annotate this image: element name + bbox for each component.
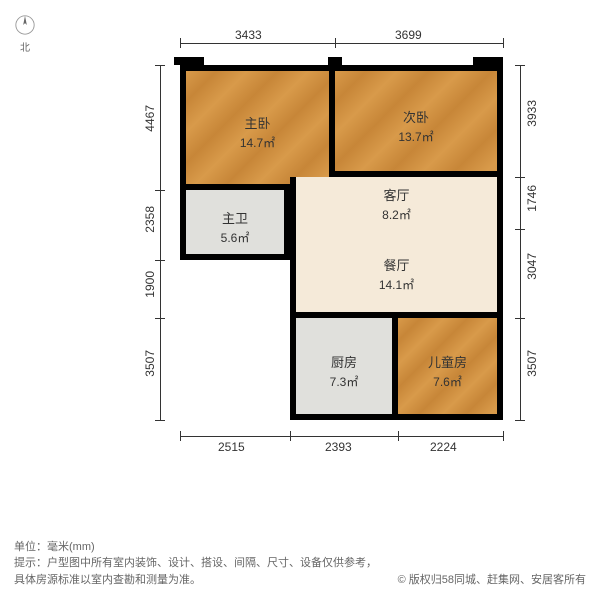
dim-tick <box>180 38 181 48</box>
room-label: 主卫 5.6㎡ <box>186 208 284 246</box>
footer-note: 提示：户型图中所有室内装饰、设计、搭设、间隔、尺寸、设备仅供参考， <box>14 555 586 572</box>
dim-line <box>180 436 503 437</box>
dim-line <box>180 43 503 44</box>
dim-line <box>160 65 161 420</box>
room-label: 主卧 14.7㎡ <box>186 113 329 151</box>
room-name: 次卧 <box>403 110 429 125</box>
dim-r-1: 3933 <box>525 100 539 127</box>
room-bathroom: 主卫 5.6㎡ <box>180 190 290 260</box>
room-child: 儿童房 7.6㎡ <box>398 318 503 420</box>
floor-plan: 主卧 14.7㎡ 次卧 13.7㎡ 主卫 5.6㎡ 客厅 8.2㎡ 餐厅 14.… <box>160 60 500 500</box>
dim-l-1: 4467 <box>143 105 157 132</box>
dining-label: 餐厅 14.1㎡ <box>296 255 497 293</box>
dim-tick <box>515 318 525 319</box>
dim-tick <box>515 177 525 178</box>
dim-tick <box>503 431 504 441</box>
room-name: 餐厅 <box>383 258 409 273</box>
dim-tick <box>503 38 504 48</box>
room-area: 14.7㎡ <box>186 134 329 151</box>
room-label: 次卧 13.7㎡ <box>335 107 497 145</box>
wall-bump <box>473 57 503 65</box>
dim-top-1: 3433 <box>235 28 262 42</box>
dim-tick <box>155 65 165 66</box>
dim-l-3: 1900 <box>143 271 157 298</box>
living-label: 客厅 8.2㎡ <box>296 185 497 223</box>
dim-tick <box>155 260 165 261</box>
room-area: 7.6㎡ <box>398 373 497 390</box>
room-second-bedroom: 次卧 13.7㎡ <box>335 65 503 177</box>
dim-r-4: 3507 <box>525 350 539 377</box>
dim-tick <box>515 229 525 230</box>
room-name: 客厅 <box>383 188 409 203</box>
room-name: 厨房 <box>331 355 357 370</box>
dim-tick <box>180 431 181 441</box>
dim-bot-2: 2393 <box>325 440 352 454</box>
dim-l-2: 2358 <box>143 206 157 233</box>
room-name: 主卫 <box>222 211 248 226</box>
dim-bot-1: 2515 <box>218 440 245 454</box>
room-area: 13.7㎡ <box>335 128 497 145</box>
wall-left-step <box>180 254 186 260</box>
compass-icon: 北 <box>14 14 36 54</box>
room-label: 厨房 7.3㎡ <box>296 352 392 390</box>
dim-tick <box>155 190 165 191</box>
footer-unit: 单位：毫米(mm) <box>14 539 586 556</box>
dim-tick <box>155 318 165 319</box>
wall-bump <box>174 57 204 65</box>
wall-bump <box>328 57 342 65</box>
dim-tick <box>515 420 525 421</box>
room-living-dining: 客厅 8.2㎡ 餐厅 14.1㎡ <box>290 177 503 318</box>
footer-copyright: © 版权归58同城、赶集网、安居客所有 <box>398 572 586 589</box>
dim-tick <box>398 431 399 441</box>
compass-label: 北 <box>14 39 36 54</box>
dim-top-2: 3699 <box>395 28 422 42</box>
room-area: 14.1㎡ <box>296 276 497 293</box>
room-name: 主卧 <box>244 116 270 131</box>
dim-line <box>520 65 521 420</box>
room-label: 儿童房 7.6㎡ <box>398 352 497 390</box>
dim-tick <box>155 420 165 421</box>
room-area: 8.2㎡ <box>296 206 497 223</box>
dim-r-2: 1746 <box>525 185 539 212</box>
dim-tick <box>290 431 291 441</box>
dim-r-3: 3047 <box>525 253 539 280</box>
room-kitchen: 厨房 7.3㎡ <box>290 318 398 420</box>
room-area: 7.3㎡ <box>296 373 392 390</box>
room-name: 儿童房 <box>428 355 467 370</box>
room-master-bedroom: 主卧 14.7㎡ <box>180 65 335 190</box>
dim-l-4: 3507 <box>143 350 157 377</box>
dim-tick <box>515 65 525 66</box>
footer: 单位：毫米(mm) 提示：户型图中所有室内装饰、设计、搭设、间隔、尺寸、设备仅供… <box>14 539 586 589</box>
dim-tick <box>335 38 336 48</box>
room-area: 5.6㎡ <box>186 229 284 246</box>
dim-bot-3: 2224 <box>430 440 457 454</box>
